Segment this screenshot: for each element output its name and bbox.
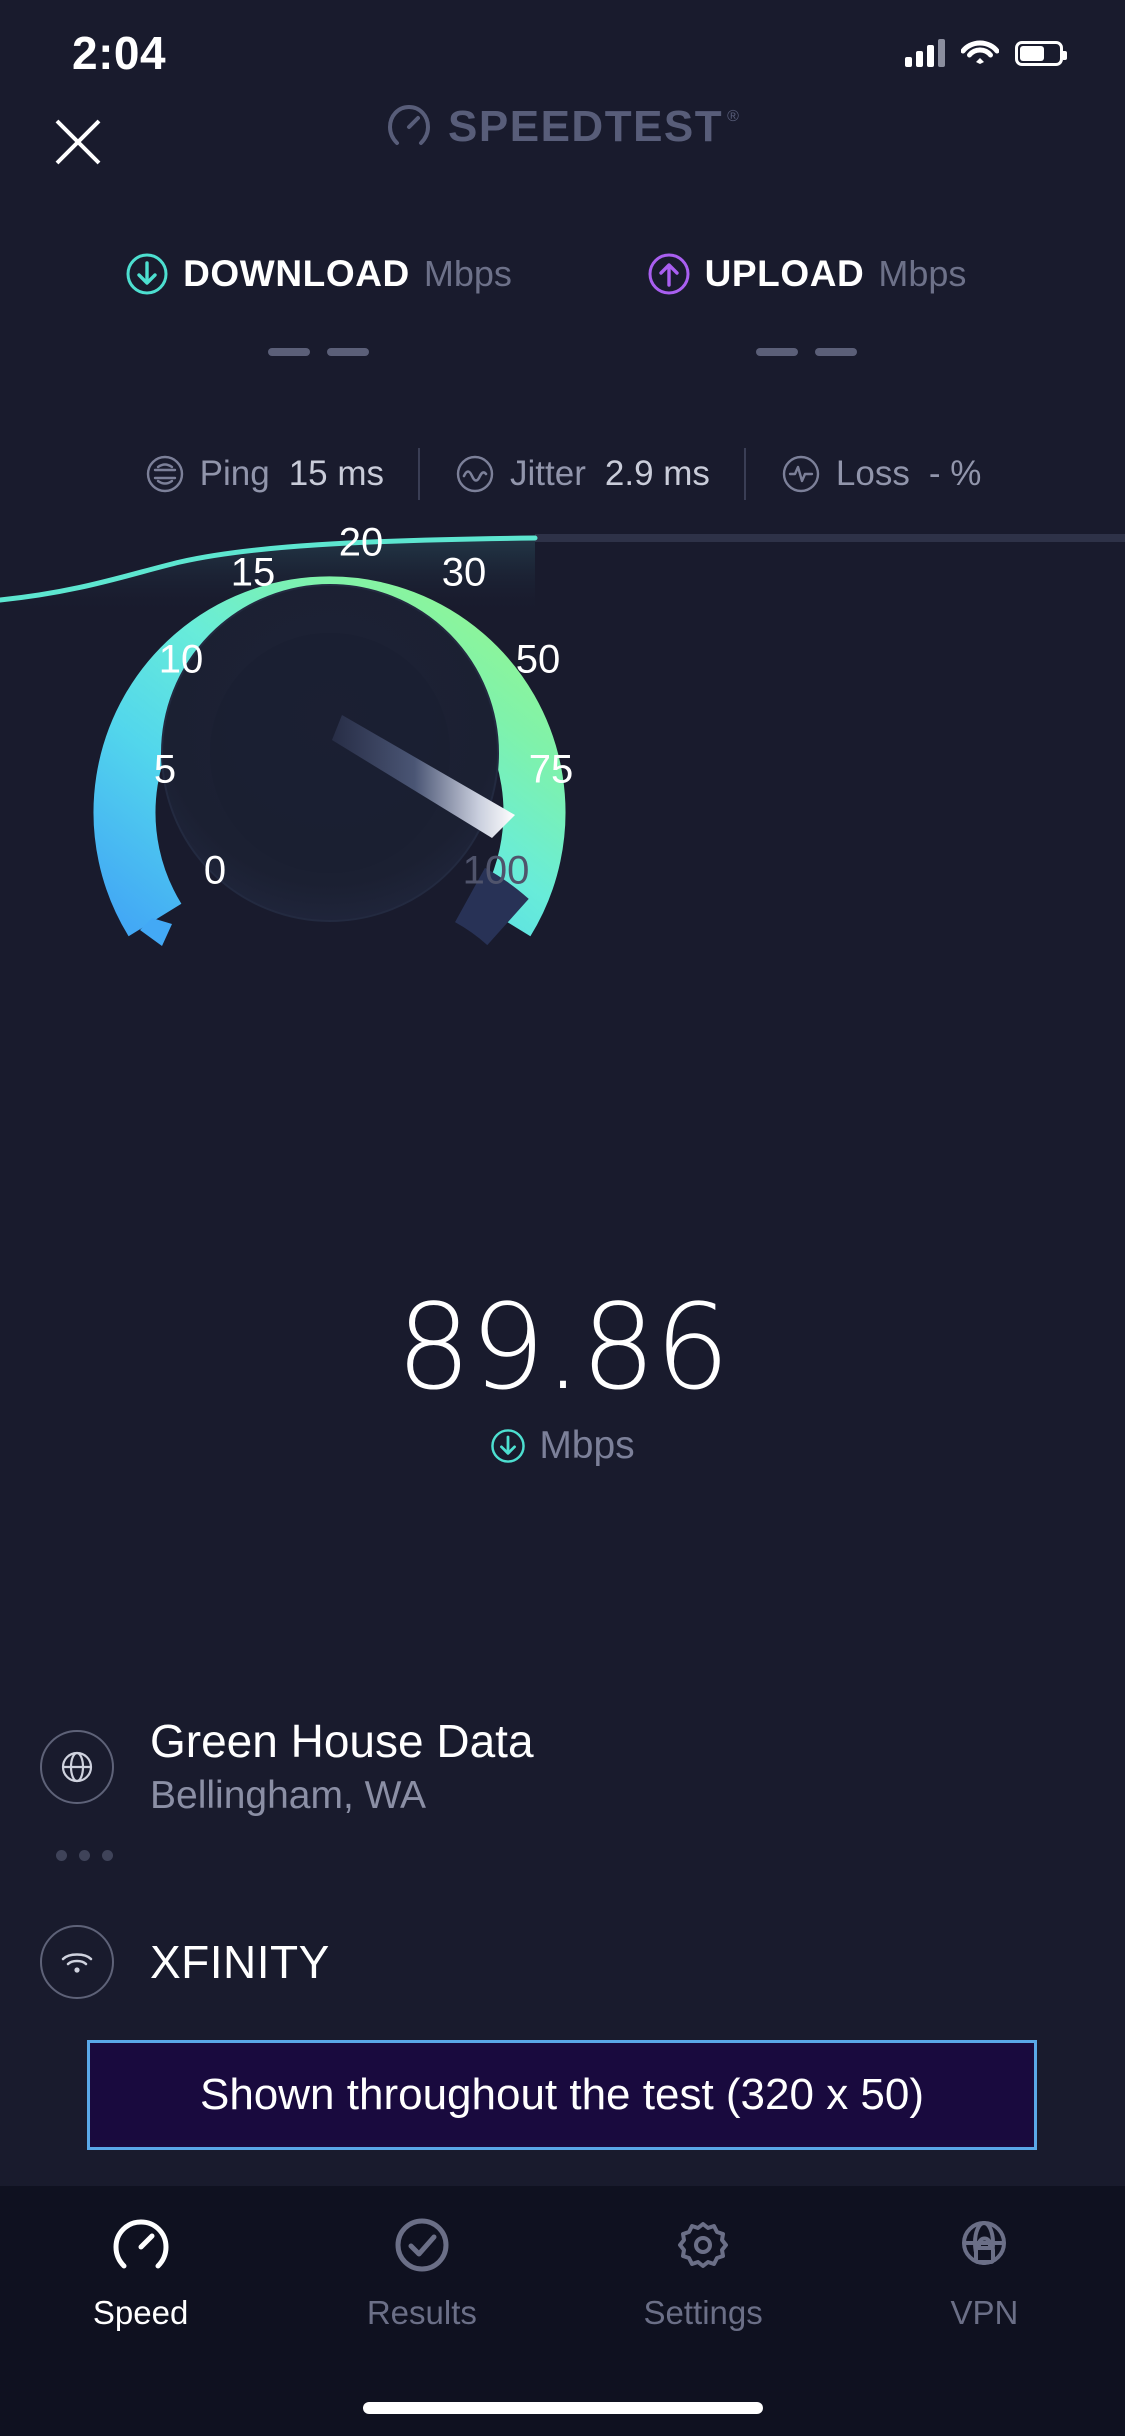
jitter-icon	[456, 455, 494, 493]
speed-value: 89.86	[396, 1278, 730, 1416]
gauge-tick-100: 100	[462, 848, 530, 893]
gauge-tick-5: 5	[153, 747, 177, 792]
gear-icon	[678, 2222, 729, 2268]
stat-divider	[418, 448, 421, 500]
server-text-group: Green House Data Bellingham, WA	[150, 1715, 534, 1818]
loss-icon	[782, 455, 820, 493]
close-icon	[55, 119, 101, 165]
ping-icon	[146, 455, 183, 493]
isp-row[interactable]: XFINITY	[40, 1925, 940, 1999]
server-location: Bellingham, WA	[150, 1774, 426, 1818]
tab-results-label: Results	[366, 2294, 477, 2331]
stat-divider	[743, 448, 746, 500]
speed-unit-row: Mbps	[0, 1424, 1125, 1468]
upload-label: UPLOAD	[704, 253, 865, 294]
wifi-icon	[40, 1925, 114, 1999]
download-label: DOWNLOAD	[183, 253, 410, 294]
close-button[interactable]	[40, 104, 116, 180]
brand-trademark: ®	[727, 108, 739, 125]
ping-label: Ping	[199, 454, 270, 493]
tab-speed-label: Speed	[92, 2294, 189, 2331]
ad-text: Shown throughout the test (320 x 50)	[199, 2070, 925, 2119]
arrow-down-circle-icon	[126, 253, 168, 295]
tab-bar: Speed Results Settings VPN	[0, 2186, 1125, 2436]
tab-settings-label: Settings	[643, 2294, 763, 2331]
loss-stat: Loss - %	[780, 453, 981, 495]
gauge-tick-20: 20	[338, 520, 384, 565]
server-row[interactable]: Green House Data Bellingham, WA	[40, 1715, 940, 1818]
upload-unit: Mbps	[878, 253, 967, 294]
isp-name: XFINITY	[150, 1936, 330, 1988]
status-bar-icons	[905, 37, 1067, 70]
home-indicator	[362, 2402, 763, 2414]
connection-stats-row: Ping 15 ms Jitter 2.9 ms Loss - %	[0, 448, 1125, 500]
arrow-up-circle-icon	[648, 253, 690, 295]
loss-label: Loss	[835, 454, 910, 493]
gauge-tick-30: 30	[441, 550, 487, 595]
download-value	[268, 348, 369, 356]
globe-icon	[40, 1729, 114, 1804]
tab-speed[interactable]: Speed	[0, 2214, 281, 2436]
brand-name: SPEEDTEST	[448, 102, 724, 151]
battery-icon	[1015, 40, 1067, 66]
status-bar: 2:04	[0, 0, 1125, 96]
upload-metric: UPLOAD Mbps	[617, 252, 997, 356]
upload-value	[756, 348, 857, 356]
ellipsis-icon[interactable]	[56, 1850, 113, 1861]
tab-vpn-label: VPN	[950, 2294, 1019, 2331]
speedometer-icon	[113, 2219, 169, 2269]
server-name: Green House Data	[150, 1715, 534, 1767]
gauge-tick-0: 0	[203, 848, 227, 893]
jitter-label: Jitter	[510, 454, 586, 493]
gauge-arc	[93, 576, 566, 946]
ping-stat: Ping 15 ms	[144, 453, 384, 495]
status-bar-time: 2:04	[72, 27, 167, 79]
ping-value: 15 ms	[288, 454, 385, 493]
cellular-signal-icon	[905, 39, 945, 67]
brand-logo: SPEEDTEST ®	[0, 102, 1125, 152]
jitter-stat: Jitter 2.9 ms	[454, 453, 710, 495]
tab-vpn[interactable]: VPN	[844, 2214, 1125, 2436]
download-unit: Mbps	[423, 253, 512, 294]
arrow-down-circle-icon	[491, 1429, 526, 1463]
metric-row: DOWNLOAD Mbps UPLOAD Mbps	[0, 252, 1125, 356]
gauge-tick-50: 50	[515, 637, 561, 682]
app-header: SPEEDTEST ®	[0, 96, 1125, 192]
speed-readout: 89.86 Mbps	[0, 1288, 1125, 1468]
globe-lock-icon	[962, 2221, 1007, 2265]
gauge-tick-75: 75	[528, 747, 574, 792]
jitter-value: 2.9 ms	[604, 454, 710, 493]
wifi-icon	[960, 37, 1000, 70]
gauge-tick-15: 15	[230, 550, 276, 595]
upload-head: UPLOAD Mbps	[647, 252, 967, 296]
gauge-tick-10: 10	[158, 637, 204, 682]
loss-value: - %	[928, 454, 982, 493]
tab-settings[interactable]: Settings	[563, 2214, 844, 2436]
tab-results[interactable]: Results	[281, 2214, 562, 2436]
download-metric: DOWNLOAD Mbps	[126, 252, 512, 356]
ad-banner[interactable]: Shown throughout the test (320 x 50)	[87, 2040, 1037, 2150]
check-circle-icon	[395, 2218, 449, 2272]
speedometer-icon	[388, 105, 431, 145]
download-head: DOWNLOAD Mbps	[125, 252, 512, 296]
speed-unit: Mbps	[539, 1424, 635, 1467]
speed-gauge: 0 5 10 15 20 30 50 75 100	[0, 440, 1125, 1000]
